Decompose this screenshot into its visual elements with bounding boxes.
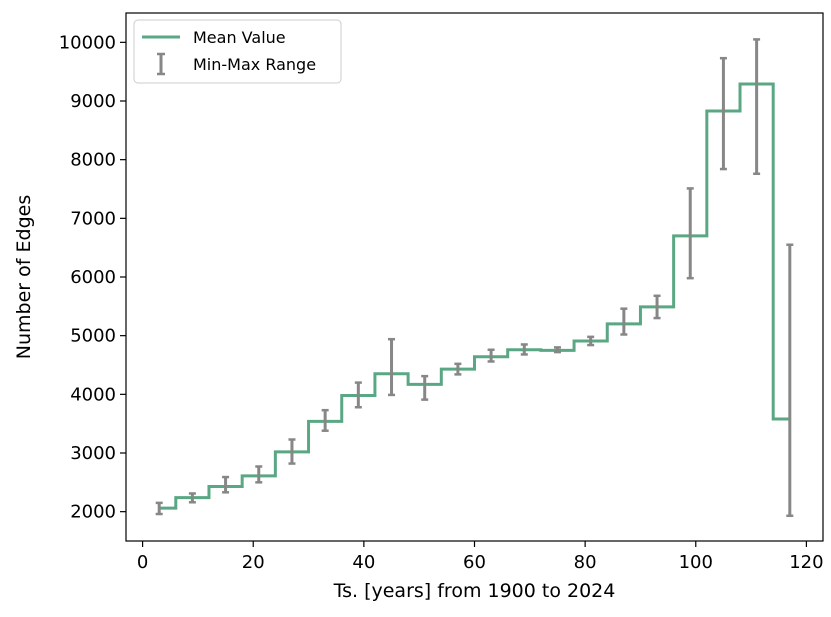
- x-tick-label-4: 80: [574, 552, 597, 573]
- range-series: [155, 38, 794, 518]
- x-axis-title: Ts. [years] from 1900 to 2024: [333, 580, 616, 602]
- range-bar-6: [354, 381, 362, 409]
- y-tick-label-4: 6000: [70, 267, 116, 288]
- range-bar-10: [487, 348, 495, 363]
- x-tick-label-0: 0: [137, 552, 148, 573]
- range-bar-9: [454, 362, 462, 376]
- y-axis: 2000 3000 4000 5000 6000 7000 8000 9000 10000: [59, 32, 126, 523]
- range-bar-14: [620, 307, 628, 336]
- range-bar-3: [255, 465, 263, 484]
- y-tick-label-8: 10000: [59, 32, 116, 53]
- legend-frame: [133, 19, 342, 84]
- range-bar-7: [388, 337, 396, 397]
- range-bar-12: [553, 346, 561, 354]
- range-bar-0: [155, 501, 163, 516]
- x-tick-label-2: 40: [352, 552, 375, 573]
- x-axis: 0 20 40 60 80 100 120: [137, 541, 824, 573]
- range-bar-19: [786, 243, 794, 518]
- range-bar-13: [587, 335, 595, 347]
- legend-mean-label: Mean Value: [193, 28, 286, 47]
- y-tick-label-5: 7000: [70, 208, 116, 229]
- y-tick-label-0: 2000: [70, 502, 116, 523]
- y-axis-title: Number of Edges: [13, 195, 35, 359]
- x-tick-label-6: 120: [789, 552, 823, 573]
- range-bar-18: [753, 38, 761, 175]
- x-tick-label-1: 20: [242, 552, 265, 573]
- y-tick-label-2: 4000: [70, 384, 116, 405]
- range-bar-4: [288, 438, 296, 465]
- legend-range-swatch: [157, 52, 165, 76]
- y-tick-label-6: 8000: [70, 150, 116, 171]
- range-bar-5: [321, 408, 329, 432]
- legend-range-label: Min-Max Range: [193, 55, 316, 74]
- range-bar-1: [188, 492, 196, 504]
- x-tick-label-5: 100: [679, 552, 713, 573]
- y-tick-label-3: 5000: [70, 326, 116, 347]
- range-bar-15: [653, 294, 661, 320]
- range-bar-17: [719, 56, 727, 171]
- range-bar-11: [520, 343, 528, 356]
- range-bar-2: [222, 475, 230, 494]
- legend: Mean Value Min-Max Range: [133, 19, 342, 84]
- x-tick-label-3: 60: [463, 552, 486, 573]
- range-bar-16: [686, 187, 694, 280]
- y-tick-label-1: 3000: [70, 443, 116, 464]
- range-bar-8: [421, 374, 429, 401]
- y-tick-label-7: 9000: [70, 91, 116, 112]
